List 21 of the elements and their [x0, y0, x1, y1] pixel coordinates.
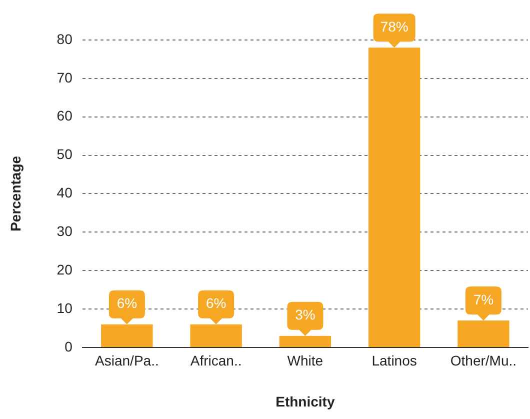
y-tick-label: 80: [56, 30, 73, 47]
x-tick-label: Asian/Pa..: [95, 352, 159, 369]
y-tick-label: 40: [56, 184, 73, 201]
y-axis-title: Percentage: [7, 156, 24, 232]
data-label: 78%: [380, 18, 408, 35]
x-tick-label: African..: [190, 352, 242, 369]
data-label: 6%: [116, 295, 138, 312]
y-tick-label: 50: [56, 146, 73, 162]
data-label: 3%: [295, 306, 316, 323]
data-label: 6%: [206, 295, 226, 312]
x-tick-label: White: [287, 352, 324, 369]
y-tick-label: 10: [56, 300, 73, 316]
y-tick-label: 60: [56, 108, 73, 124]
y-tick-label: 0: [64, 338, 73, 354]
data-label: 7%: [473, 291, 494, 308]
y-tick-label: 70: [56, 69, 73, 86]
x-tick-label: Latinos: [372, 352, 417, 369]
y-tick-label: 30: [56, 222, 73, 239]
y-tick-label: 20: [56, 261, 73, 278]
x-axis-title: Ethnicity: [276, 393, 335, 410]
x-tick-label: Other/Mu..: [450, 352, 517, 369]
